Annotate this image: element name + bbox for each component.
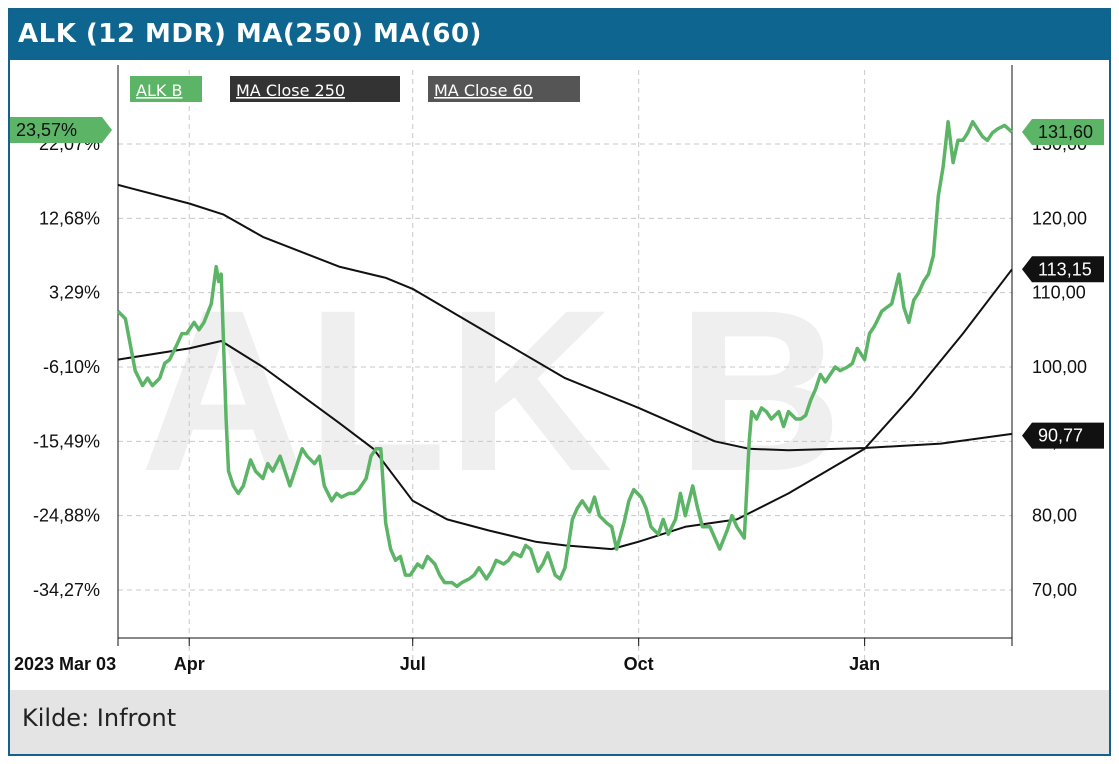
legend-swatch[interactable] xyxy=(428,76,580,102)
chart-canvas: ALK B 22,07%12,68%3,29%-6,10%-15,49%-24,… xyxy=(10,65,1104,674)
x-tick-label: Apr xyxy=(174,654,205,674)
x-tick-label: 2023 Mar 03 xyxy=(14,654,116,674)
legend[interactable]: ALK B MA Close 250 MA Close 60 xyxy=(130,76,580,102)
legend-label[interactable]: MA Close 60 xyxy=(434,81,533,100)
y-axis-left: 22,07%12,68%3,29%-6,10%-15,49%-24,88%-34… xyxy=(33,134,100,600)
x-tick-label: Oct xyxy=(624,654,654,674)
value-flag-shape xyxy=(1022,422,1104,449)
legend-swatch[interactable] xyxy=(230,76,400,102)
series-line-ma-close-250 xyxy=(117,183,1013,452)
value-flag-label: 131,60 xyxy=(1038,122,1093,142)
legend-label[interactable]: MA Close 250 xyxy=(236,81,345,100)
value-flag-label: 90,77 xyxy=(1038,426,1083,446)
series-line-ma-close-60 xyxy=(117,268,1013,551)
series-lines xyxy=(116,119,1014,589)
value-flag-shape xyxy=(10,117,112,143)
y-right-tick-label: 110,00 xyxy=(1032,283,1086,303)
value-flag-label: 113,15 xyxy=(1038,259,1092,279)
watermark: ALK B xyxy=(140,262,843,519)
legend-swatch[interactable] xyxy=(130,76,202,102)
y-left-tick-label: 3,29% xyxy=(49,283,100,303)
value-flag-label: 23,57% xyxy=(16,120,77,140)
y-left-tick-label: -15,49% xyxy=(33,431,100,451)
x-tick-label: Jul xyxy=(400,654,426,674)
source-label: Kilde: Infront xyxy=(22,704,177,732)
y-left-tick-label: -34,27% xyxy=(33,580,100,600)
chart-frame: ALK (12 MDR) MA(250) MA(60) ALK B 22,07%… xyxy=(8,8,1111,756)
value-flag-shape xyxy=(1022,119,1104,145)
x-tick-label: Jan xyxy=(849,654,880,674)
x-axis: 2023 Mar 03 Apr Jul Oct Jan xyxy=(14,65,1013,674)
y-right-tick-label: 70,00 xyxy=(1032,580,1077,600)
y-right-tick-label: 80,00 xyxy=(1032,506,1077,526)
y-right-tick-label: 120,00 xyxy=(1032,208,1087,228)
grid xyxy=(118,70,1012,666)
chart-title: ALK (12 MDR) MA(250) MA(60) xyxy=(18,19,482,49)
y-left-tick-label: 12,68% xyxy=(39,208,100,228)
value-flags: 23,57% 131,60 113,15 90,77 xyxy=(10,117,1104,449)
chart-footer: Kilde: Infront xyxy=(10,690,1109,754)
y-left-tick-label: -6,10% xyxy=(43,357,100,377)
y-right-tick-label: 100,00 xyxy=(1032,357,1087,377)
chart-header: ALK (12 MDR) MA(250) MA(60) xyxy=(10,10,1109,60)
legend-label[interactable]: ALK B xyxy=(136,81,182,100)
value-flag-shape xyxy=(1022,256,1104,283)
y-left-tick-label: -24,88% xyxy=(33,506,100,526)
series-line-alk-b xyxy=(116,119,1014,589)
